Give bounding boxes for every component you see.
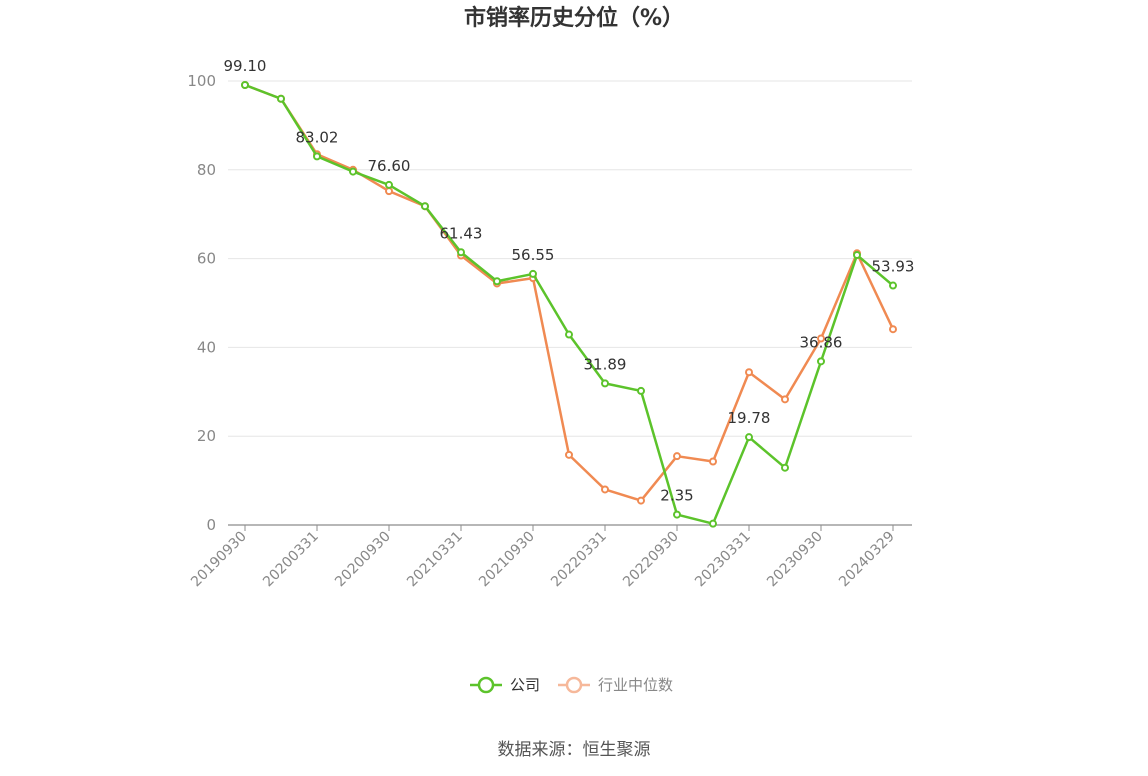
legend-item: 行业中位数 (558, 676, 673, 694)
y-tick-label: 40 (197, 338, 216, 356)
data-point (745, 433, 753, 442)
data-point (889, 281, 897, 290)
data-point (745, 368, 753, 377)
data-point (421, 202, 429, 211)
data-label: 19.78 (728, 409, 771, 427)
legend-item: 公司 (470, 676, 540, 694)
data-label: 83.02 (296, 128, 339, 146)
y-tick-label: 100 (187, 72, 216, 90)
data-label: 76.60 (368, 157, 411, 175)
data-point (565, 330, 573, 339)
y-tick-label: 0 (206, 516, 216, 534)
data-point (529, 269, 537, 278)
data-point (385, 180, 393, 189)
data-point (673, 510, 681, 519)
y-tick-label: 60 (197, 250, 216, 268)
x-tick-label: 20200930 (332, 529, 394, 591)
data-labels: 99.10 83.02 76.60 61.43 56.55 31.89 2.35 19.78 3… (224, 57, 915, 505)
x-tick-label: 20190930 (188, 529, 250, 591)
data-point (637, 496, 645, 505)
series (241, 80, 897, 528)
data-point (817, 334, 825, 343)
chart-title: 市销率历史分位（%） (464, 5, 684, 31)
data-point (709, 519, 717, 528)
data-point (565, 450, 573, 459)
data-point (493, 277, 501, 286)
data-label: 56.55 (512, 246, 555, 264)
data-label: 53.93 (872, 258, 915, 276)
x-axis: 20190930 20200331 20200930 20210331 20210930… (188, 524, 912, 591)
data-point (637, 386, 645, 395)
series-company (241, 80, 897, 528)
data-point (889, 325, 897, 334)
data-point (817, 357, 825, 366)
data-label: 2.35 (660, 487, 693, 505)
grid (228, 80, 912, 437)
x-tick-label: 20230331 (692, 529, 754, 591)
x-tick-label: 20230930 (764, 529, 826, 591)
data-point (313, 152, 321, 161)
x-tick-label: 20210331 (404, 529, 466, 591)
data-point (385, 187, 393, 196)
legend-marker (477, 676, 495, 694)
data-point (601, 485, 609, 494)
data-point (241, 80, 249, 89)
data-point (349, 167, 357, 176)
data-point (853, 251, 861, 260)
y-tick-label: 20 (197, 427, 216, 445)
series-industry-median (241, 80, 897, 505)
y-axis: 0 20 40 60 80 100 (187, 72, 216, 534)
data-point (601, 379, 609, 388)
y-tick-label: 80 (197, 161, 216, 179)
x-tick-label: 20210930 (476, 529, 538, 591)
legend-marker (565, 676, 583, 694)
data-point (781, 395, 789, 404)
x-tick-label: 20220331 (548, 529, 610, 591)
source-note: 数据来源：恒生聚源 (498, 740, 651, 760)
x-tick-label: 20200331 (260, 529, 322, 591)
data-point (457, 248, 465, 257)
data-point (781, 463, 789, 472)
legend-label: 行业中位数 (598, 676, 673, 694)
x-tick-label: 20240329 (836, 529, 898, 591)
data-label: 31.89 (584, 355, 627, 373)
legend-label: 公司 (510, 676, 540, 694)
legend: 公司 行业中位数 (470, 676, 673, 694)
data-point (277, 94, 285, 103)
x-tick-label: 20220930 (620, 529, 682, 591)
data-label: 61.43 (440, 224, 483, 242)
data-label: 36.86 (800, 333, 843, 351)
data-point (673, 452, 681, 461)
data-point (709, 457, 717, 466)
data-label: 99.10 (224, 57, 267, 75)
